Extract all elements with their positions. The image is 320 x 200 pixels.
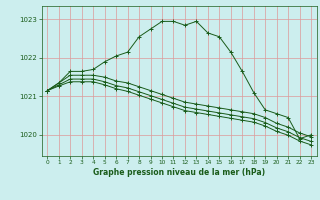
X-axis label: Graphe pression niveau de la mer (hPa): Graphe pression niveau de la mer (hPa) — [93, 168, 265, 177]
